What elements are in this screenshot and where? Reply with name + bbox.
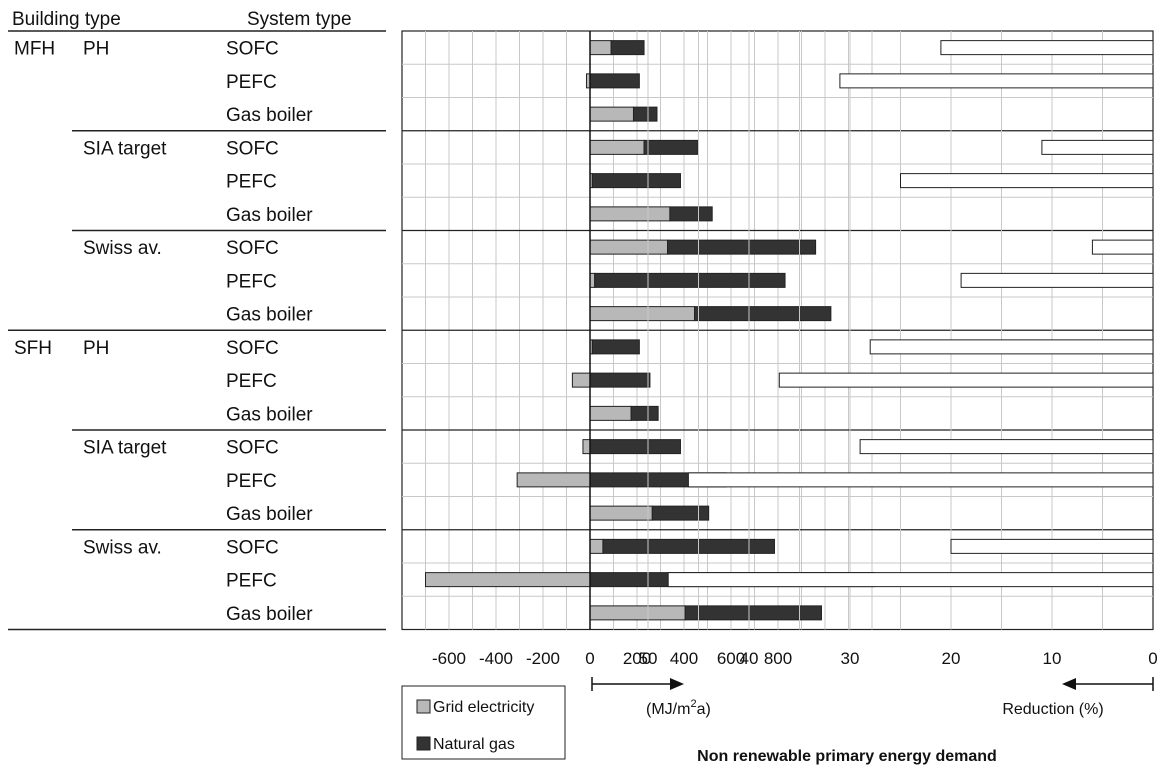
row-system-label: Gas boiler (226, 205, 313, 226)
bar-natural-gas (594, 272, 786, 288)
bar-grid-electricity (589, 505, 653, 521)
bar-natural-gas (610, 40, 645, 56)
row-standard-label: PH (83, 338, 109, 359)
bar-reduction (960, 272, 1154, 288)
row-standard-label: PH (83, 39, 109, 60)
row-system-label: PEFC (226, 371, 277, 392)
energy-axis-ticks: -600 -400 -200 0 200 400 600 800 (432, 649, 792, 668)
row-system-label: PEFC (226, 471, 277, 492)
row-system-label: SOFC (226, 39, 279, 60)
reduction-tick-label: 50 (639, 649, 658, 668)
bar-reduction (667, 572, 1154, 588)
energy-tick-label: 800 (764, 649, 792, 668)
reduction-tick-label: 40 (740, 649, 759, 668)
row-system-label: Gas boiler (226, 305, 313, 326)
row-standard-label: SIA target (83, 438, 167, 459)
bar-grid-electricity (571, 372, 591, 388)
legend-swatch-grid-electricity (416, 699, 431, 714)
row-system-label: SOFC (226, 438, 279, 459)
row-system-label: PEFC (226, 571, 277, 592)
bar-natural-gas (694, 306, 832, 322)
reduction-tick-label: 0 (1148, 649, 1157, 668)
bar-reduction (1091, 239, 1154, 255)
energy-arrow-head (670, 678, 684, 690)
reduction-tick-label: 10 (1043, 649, 1062, 668)
chart-title: Non renewable primary energy demand (697, 748, 997, 765)
energy-tick-label: -400 (479, 649, 513, 668)
reduction-axis-ticks: 50 40 30 20 10 0 (639, 649, 1158, 668)
bar-natural-gas (632, 106, 658, 122)
bar-natural-gas (669, 206, 713, 222)
legend-label-grid-electricity: Grid electricity (433, 699, 534, 716)
reduction-axis-label: Reduction (%) (1002, 701, 1103, 718)
bar-natural-gas (667, 239, 817, 255)
legend-label-natural-gas: Natural gas (433, 736, 515, 753)
bar-reduction (900, 173, 1154, 189)
header-building-type: Building type (12, 9, 121, 30)
row-system-label: SOFC (226, 238, 279, 259)
bar-reduction (859, 439, 1154, 455)
bar-reduction (839, 73, 1154, 89)
row-building-label: MFH (14, 39, 55, 60)
row-standard-label: Swiss av. (83, 537, 162, 558)
bar-reduction (940, 40, 1154, 56)
bar-natural-gas (589, 73, 640, 89)
row-system-label: SOFC (226, 537, 279, 558)
bar-natural-gas (651, 505, 710, 521)
bar-grid-electricity (425, 572, 591, 588)
bar-natural-gas (602, 538, 775, 554)
row-system-label: PEFC (226, 172, 277, 193)
row-system-label: Gas boiler (226, 504, 313, 525)
bar-grid-electricity (589, 40, 612, 56)
bar-grid-electricity (589, 106, 634, 122)
bar-grid-electricity (589, 206, 671, 222)
bar-grid-electricity (589, 538, 604, 554)
bar-reduction (950, 538, 1154, 554)
bar-grid-electricity (589, 139, 645, 155)
row-standard-label: Swiss av. (83, 238, 162, 259)
row-building-label: SFH (14, 338, 52, 359)
bar-reduction (1041, 139, 1154, 155)
legend-swatch-natural-gas (416, 736, 431, 751)
reduction-tick-label: 30 (841, 649, 860, 668)
bar-natural-gas (591, 339, 640, 355)
energy-tick-label: -200 (526, 649, 560, 668)
row-standard-label: SIA target (83, 138, 167, 159)
bar-reduction (869, 339, 1154, 355)
bar-natural-gas (630, 405, 659, 421)
bar-natural-gas (643, 139, 699, 155)
row-system-label: PEFC (226, 72, 277, 93)
energy-tick-label: 0 (585, 649, 594, 668)
bar-reduction (687, 472, 1154, 488)
header-system-type: System type (247, 9, 352, 30)
reduction-tick-label: 20 (942, 649, 961, 668)
bar-reduction (778, 372, 1154, 388)
energy-tick-label: 400 (670, 649, 698, 668)
energy-tick-label: 200 (623, 649, 651, 668)
row-system-label: SOFC (226, 138, 279, 159)
energy-tick-label: 600 (717, 649, 745, 668)
bar-grid-electricity (589, 605, 686, 621)
bar-grid-electricity (589, 239, 669, 255)
row-system-label: PEFC (226, 271, 277, 292)
bar-natural-gas (684, 605, 822, 621)
reduction-arrow-head (1062, 678, 1076, 690)
bar-grid-electricity (589, 405, 632, 421)
row-system-label: SOFC (226, 338, 279, 359)
energy-tick-label: -600 (432, 649, 466, 668)
bar-natural-gas (589, 372, 651, 388)
bar-natural-gas (591, 173, 681, 189)
bar-natural-gas (589, 439, 681, 455)
bar-grid-electricity (516, 472, 591, 488)
reduction-panel (647, 31, 1154, 630)
bar-grid-electricity (582, 439, 591, 455)
row-system-label: Gas boiler (226, 604, 313, 625)
bar-grid-electricity (589, 306, 696, 322)
row-system-label: Gas boiler (226, 404, 313, 425)
row-labels: MFH PH SOFC PEFC Gas boiler SIA target SOFC PEF… (8, 39, 386, 631)
row-system-label: Gas boiler (226, 105, 313, 126)
energy-axis-unit: (MJ/m2a) (646, 698, 711, 718)
